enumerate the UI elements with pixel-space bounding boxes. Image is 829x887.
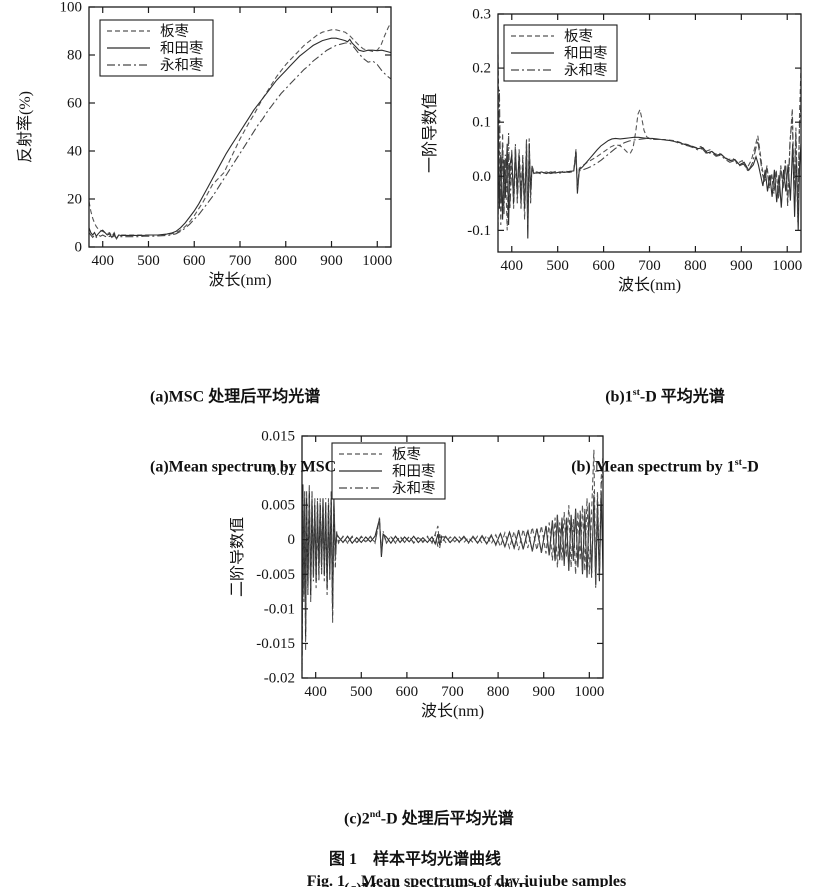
y-axis-title: 反射率(%) bbox=[16, 91, 34, 163]
caption-b-zh: (b)1st-D 平均光谱 bbox=[485, 382, 829, 408]
caption-c: (c)2nd-D 处理后平均光谱 (c)Mean spectrum by 2nd… bbox=[344, 760, 530, 887]
caption-c-en: (c)Mean spectrum by 2nd-D bbox=[344, 874, 530, 887]
x-tick-label: 700 bbox=[229, 253, 252, 269]
figure-caption-zh: 图 1 样本平均光谱曲线 bbox=[328, 851, 501, 868]
y-tick-label: 20 bbox=[67, 192, 82, 208]
x-tick-label: 500 bbox=[546, 258, 569, 274]
x-tick-label: 600 bbox=[396, 684, 419, 700]
figure-caption-en: Fig. 1 Mean spectrums of dry jujube samp… bbox=[306, 873, 627, 887]
x-tick-label: 400 bbox=[304, 684, 327, 700]
y-tick-label: 0.015 bbox=[261, 430, 295, 445]
y-tick-label: 0.005 bbox=[261, 498, 295, 514]
y-tick-label: 0.1 bbox=[472, 115, 491, 131]
y-tick-label: 60 bbox=[67, 96, 82, 112]
x-axis-title: 波长(nm) bbox=[208, 271, 271, 289]
y-tick-label: -0.02 bbox=[264, 671, 295, 687]
caption-c-zh: (c)2nd-D 处理后平均光谱 bbox=[344, 804, 530, 830]
caption-c-zh-text: (c)2 bbox=[344, 810, 370, 828]
caption-c-en-sup: nd bbox=[501, 879, 513, 887]
x-tick-label: 800 bbox=[487, 684, 510, 700]
y-tick-label: 100 bbox=[60, 0, 83, 16]
x-tick-label: 700 bbox=[638, 258, 661, 274]
caption-a-en-text: (a)Mean spectrum by MSC bbox=[150, 458, 337, 476]
series-line-c-3 bbox=[301, 470, 604, 672]
x-axis-title: 波长(nm) bbox=[421, 702, 484, 720]
x-tick-label: 500 bbox=[350, 684, 373, 700]
legend-label: 永和枣 bbox=[160, 57, 204, 74]
caption-b-zh-sup: st bbox=[632, 387, 640, 398]
legend-label: 和田枣 bbox=[160, 40, 204, 57]
caption-a-en: (a)Mean spectrum by MSC bbox=[150, 452, 336, 478]
caption-a: (a)MSC 处理后平均光谱 (a)Mean spectrum by MSC bbox=[150, 338, 336, 523]
legend-label: 永和枣 bbox=[564, 62, 608, 79]
y-tick-label: 0 bbox=[75, 240, 83, 256]
series-line-b-3 bbox=[497, 89, 802, 231]
series-line-a-3 bbox=[88, 42, 392, 240]
caption-c-zh-sup: nd bbox=[369, 809, 381, 820]
caption-b: (b)1st-D 平均光谱 (b) Mean spectrum by 1st-D bbox=[485, 338, 829, 523]
y-tick-label: -0.1 bbox=[467, 223, 491, 239]
x-tick-label: 900 bbox=[320, 253, 343, 269]
x-tick-label: 1000 bbox=[772, 258, 802, 274]
x-tick-label: 700 bbox=[441, 684, 464, 700]
caption-b-en-post: -D bbox=[741, 458, 759, 476]
caption-c-en-post: -D bbox=[513, 881, 530, 887]
y-tick-label: 0 bbox=[288, 532, 296, 548]
legend-label: 永和枣 bbox=[392, 480, 436, 497]
legend-label: 和田枣 bbox=[392, 463, 436, 480]
legend-label: 板枣 bbox=[160, 22, 189, 40]
x-axis-title: 波长(nm) bbox=[618, 276, 681, 294]
y-tick-label: 0.0 bbox=[472, 169, 491, 185]
x-tick-label: 1000 bbox=[574, 684, 604, 700]
chart-panel-first-derivative: 400 500 600 700 800 900 1000 -0.1 0.0 0.1 0.2 0.3 波长… bbox=[409, 0, 829, 312]
caption-c-en-text: (c)Mean spectrum by 2 bbox=[344, 881, 502, 887]
y-tick-label: -0.01 bbox=[264, 601, 295, 617]
series-line-b-1 bbox=[497, 54, 802, 231]
legend-label: 板枣 bbox=[564, 27, 593, 45]
y-tick-label: 0.2 bbox=[472, 61, 491, 77]
x-tick-label: 600 bbox=[183, 253, 206, 269]
series-line-a-1 bbox=[88, 22, 392, 240]
caption-a-zh: (a)MSC 处理后平均光谱 bbox=[150, 382, 336, 408]
legend-label: 板枣 bbox=[392, 445, 421, 463]
series-line-b-2 bbox=[497, 111, 802, 239]
y-tick-label: -0.015 bbox=[256, 636, 295, 652]
caption-b-en-text: (b) Mean spectrum by 1 bbox=[571, 458, 735, 476]
x-tick-label: 500 bbox=[137, 253, 160, 269]
x-tick-label: 800 bbox=[684, 258, 707, 274]
caption-b-en: (b) Mean spectrum by 1st-D bbox=[485, 452, 829, 478]
chart-canvas-a: 400 500 600 700 800 900 1000 0 20 40 60 80 100 波长(nm)… bbox=[16, 0, 392, 289]
y-tick-label: 40 bbox=[67, 144, 82, 160]
y-tick-label: -0.005 bbox=[256, 567, 295, 583]
chart-panel-msc: 400 500 600 700 800 900 1000 0 20 40 60 80 100 波长(nm)… bbox=[0, 0, 410, 312]
y-axis-title: 二阶导数值 bbox=[230, 517, 246, 597]
x-tick-label: 600 bbox=[592, 258, 615, 274]
chart-canvas-c: 400 500 600 700 800 900 1000 -0.02 -0.015 -0.01 -0… bbox=[228, 429, 604, 721]
x-tick-label: 900 bbox=[730, 258, 753, 274]
legend-label: 和田枣 bbox=[564, 45, 608, 62]
chart-canvas-b: 400 500 600 700 800 900 1000 -0.1 0.0 0.1 0.2 0.3 波长… bbox=[421, 7, 802, 295]
caption-b-en-sup: st bbox=[734, 457, 742, 469]
y-tick-label: 0.01 bbox=[269, 463, 295, 479]
y-tick-label: 80 bbox=[67, 48, 82, 64]
x-tick-label: 400 bbox=[91, 253, 114, 269]
x-tick-label: 1000 bbox=[362, 253, 392, 269]
y-axis-title: 一阶导数值 bbox=[421, 93, 439, 173]
x-tick-label: 400 bbox=[501, 258, 523, 274]
y-tick-label: 0.3 bbox=[472, 7, 491, 23]
caption-a-zh-text: (a)MSC 处理后平均光谱 bbox=[150, 388, 321, 406]
x-tick-label: 900 bbox=[532, 684, 555, 700]
chart-panel-second-derivative: 400 500 600 700 800 900 1000 -0.02 -0.015 -0.01 -0… bbox=[228, 429, 650, 742]
caption-c-zh-post: -D 处理后平均光谱 bbox=[380, 810, 514, 828]
caption-b-zh-text: (b)1 bbox=[605, 388, 633, 406]
caption-b-zh-post: -D 平均光谱 bbox=[639, 388, 725, 406]
x-tick-label: 800 bbox=[275, 253, 298, 269]
